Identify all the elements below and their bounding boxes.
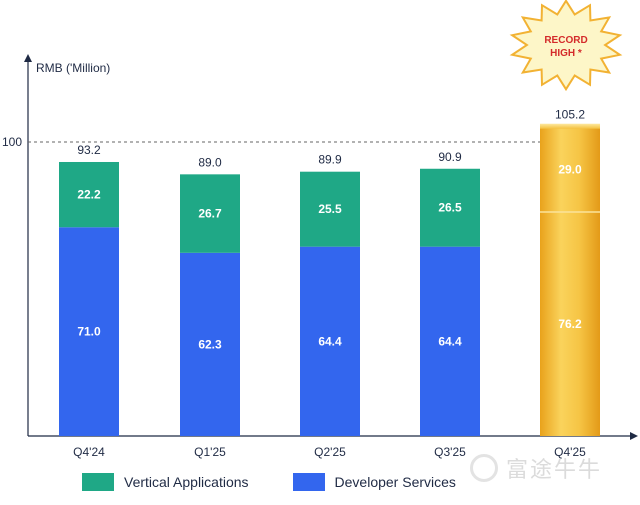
bar-developer-services-3 xyxy=(420,246,480,436)
x-tick-label-1: Q1'25 xyxy=(194,445,226,459)
y-axis-label: RMB ('Million) xyxy=(36,61,110,75)
x-tick-label-0: Q4'24 xyxy=(73,445,105,459)
bar-vertical-applications-0 xyxy=(59,161,119,228)
data-label-vertical-1: 26.7 xyxy=(198,207,222,221)
data-label-developer-2: 64.4 xyxy=(318,334,342,348)
y-axis-arrow xyxy=(24,54,32,62)
data-label-developer-3: 64.4 xyxy=(438,334,462,348)
data-label-developer-1: 62.3 xyxy=(198,337,222,351)
total-label-4: 105.2 xyxy=(555,108,585,122)
x-tick-label-2: Q2'25 xyxy=(314,445,346,459)
watermark-text: 富途牛牛 xyxy=(506,458,603,483)
x-tick-label-4: Q4'25 xyxy=(554,445,586,459)
legend-label-vertical: Vertical Applications xyxy=(124,474,249,490)
x-tick-label-3: Q3'25 xyxy=(434,445,466,459)
data-label-vertical-4: 29.0 xyxy=(558,162,582,176)
watermark: 富途牛牛 xyxy=(470,452,602,484)
bar-vertical-applications-1 xyxy=(180,174,240,253)
legend-label-developer: Developer Services xyxy=(334,474,456,490)
legend: Vertical Applications Developer Services xyxy=(82,473,500,491)
total-label-0: 93.2 xyxy=(77,143,101,157)
bar-developer-services-0 xyxy=(59,227,119,436)
x-axis-arrow xyxy=(630,432,638,440)
data-label-vertical-2: 25.5 xyxy=(318,202,342,216)
total-label-2: 89.9 xyxy=(318,153,342,167)
bar-developer-services-1 xyxy=(180,252,240,436)
total-label-3: 90.9 xyxy=(438,150,462,164)
bar-developer-services-2 xyxy=(300,246,360,436)
watermark-logo-icon xyxy=(470,454,498,482)
record-high-badge-starburst xyxy=(509,0,623,92)
bar-top-cap-4 xyxy=(540,123,600,129)
bar-vertical-applications-2 xyxy=(300,171,360,247)
bar-developer-services-4 xyxy=(540,211,600,436)
total-label-1: 89.0 xyxy=(198,155,222,169)
data-label-vertical-0: 22.2 xyxy=(77,188,101,202)
reference-line-label: 100 xyxy=(2,135,22,149)
legend-item-vertical-applications: Vertical Applications xyxy=(82,473,249,491)
data-label-developer-4: 76.2 xyxy=(558,317,582,331)
record-high-badge-line2: HIGH * xyxy=(550,48,582,59)
bar-vertical-applications-4 xyxy=(540,126,600,212)
bar-vertical-applications-3 xyxy=(420,168,480,247)
data-label-vertical-3: 26.5 xyxy=(438,201,462,215)
data-label-developer-0: 71.0 xyxy=(77,325,101,339)
legend-swatch-developer xyxy=(292,473,325,491)
record-high-badge-line1: RECORD xyxy=(544,35,587,46)
legend-swatch-vertical xyxy=(82,473,114,491)
legend-item-developer-services: Developer Services xyxy=(292,473,456,491)
